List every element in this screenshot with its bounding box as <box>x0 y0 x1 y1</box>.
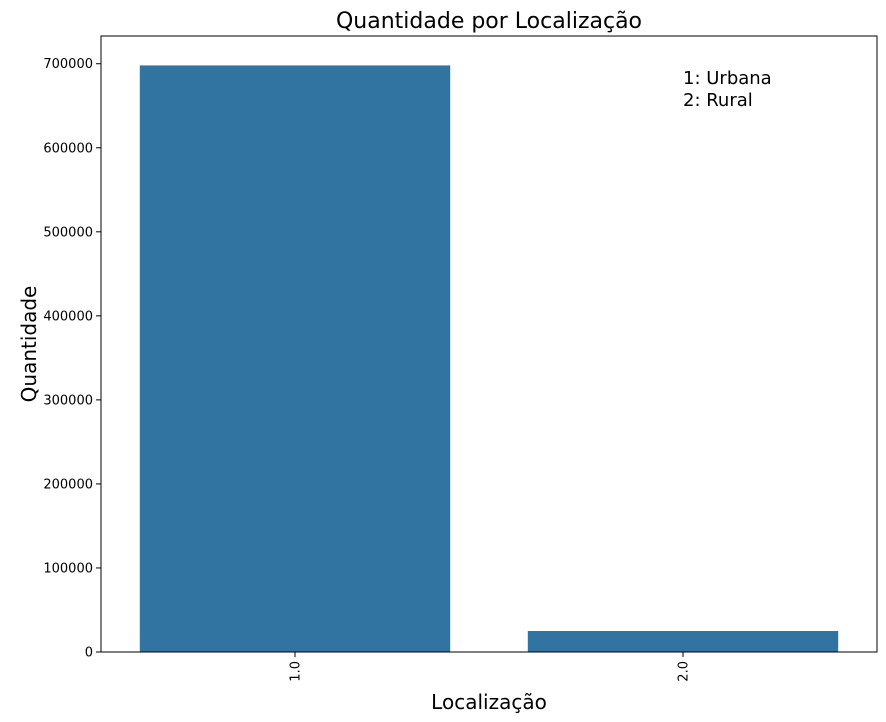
y-tick-label-5: 500000 <box>43 225 93 240</box>
y-tick-label-1: 100000 <box>43 561 93 576</box>
plot-frame <box>100 35 878 653</box>
chart-title: Quantidade por Localização <box>336 9 642 34</box>
y-tick-label-7: 700000 <box>43 57 93 72</box>
x-tick-label-0: 1.0 <box>289 661 304 682</box>
y-tick-label-2: 200000 <box>43 477 93 492</box>
annotation-box: 1: Urbana 2: Rural <box>683 68 772 111</box>
bar-1 <box>139 65 451 652</box>
x-tick-label-1: 2.0 <box>677 661 692 682</box>
x-axis-label: Localização <box>431 690 547 714</box>
y-axis-label: Quantidade <box>17 286 41 403</box>
annotation-line-1: 1: Urbana <box>683 68 772 89</box>
y-tick-label-6: 600000 <box>43 141 93 156</box>
y-tick-label-0: 0 <box>85 646 93 661</box>
y-tick-label-4: 400000 <box>43 309 93 324</box>
annotation-line-2: 2: Rural <box>683 90 753 111</box>
y-tick-label-3: 300000 <box>43 393 93 408</box>
plot-area: 0 100000 200000 300000 400000 500000 600000 700… <box>43 35 878 682</box>
bar-2 <box>527 630 839 652</box>
